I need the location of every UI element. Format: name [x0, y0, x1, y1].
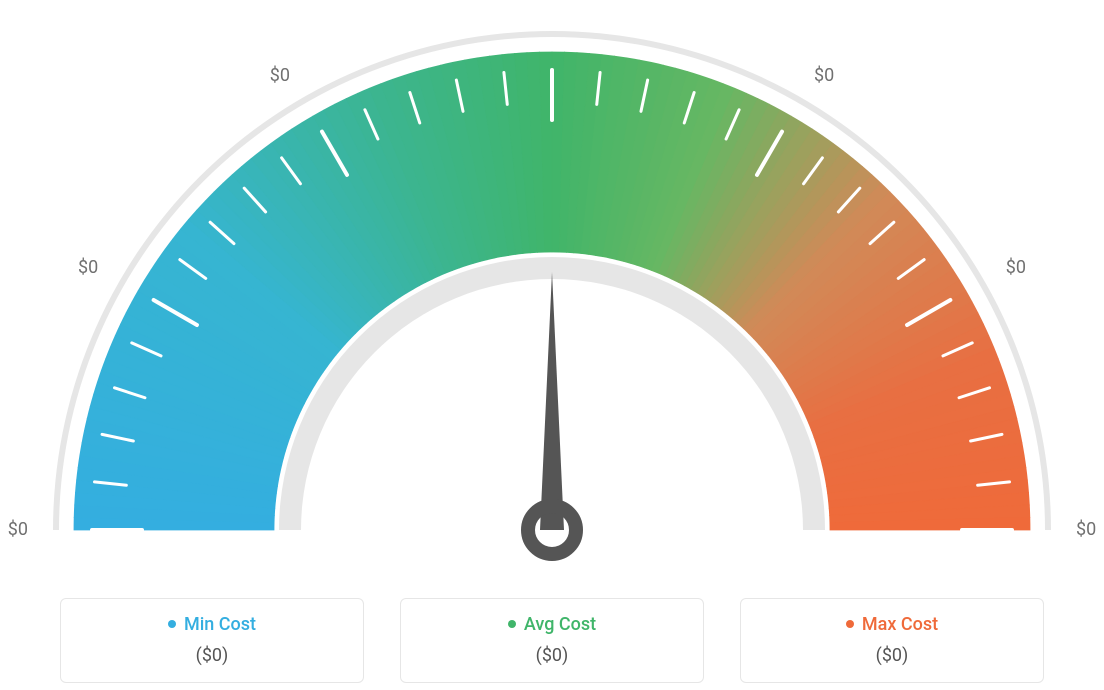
legend-card-min: Min Cost ($0) — [60, 598, 364, 683]
legend-row: Min Cost ($0) Avg Cost ($0) Max Cost ($0… — [20, 598, 1084, 683]
legend-label-min: Min Cost — [184, 614, 256, 635]
legend-card-avg: Avg Cost ($0) — [400, 598, 704, 683]
svg-text:$0: $0 — [78, 257, 98, 278]
legend-value-min: ($0) — [61, 645, 363, 666]
legend-title-avg: Avg Cost — [508, 614, 596, 635]
cost-gauge-chart: $0$0$0$0$0$0$0 Min Cost ($0) Avg Cost ($… — [20, 20, 1084, 683]
legend-dot-max — [846, 620, 854, 628]
legend-dot-min — [168, 620, 176, 628]
svg-text:$0: $0 — [814, 65, 834, 86]
legend-label-avg: Avg Cost — [524, 614, 596, 635]
legend-value-avg: ($0) — [401, 645, 703, 666]
svg-text:$0: $0 — [1006, 257, 1026, 278]
legend-card-max: Max Cost ($0) — [740, 598, 1044, 683]
gauge-svg: $0$0$0$0$0$0$0 — [0, 20, 1104, 570]
legend-dot-avg — [508, 620, 516, 628]
svg-text:$0: $0 — [1076, 519, 1096, 540]
legend-title-min: Min Cost — [168, 614, 256, 635]
legend-title-max: Max Cost — [846, 614, 938, 635]
legend-value-max: ($0) — [741, 645, 1043, 666]
svg-text:$0: $0 — [8, 519, 28, 540]
svg-text:$0: $0 — [270, 65, 290, 86]
legend-label-max: Max Cost — [862, 614, 938, 635]
